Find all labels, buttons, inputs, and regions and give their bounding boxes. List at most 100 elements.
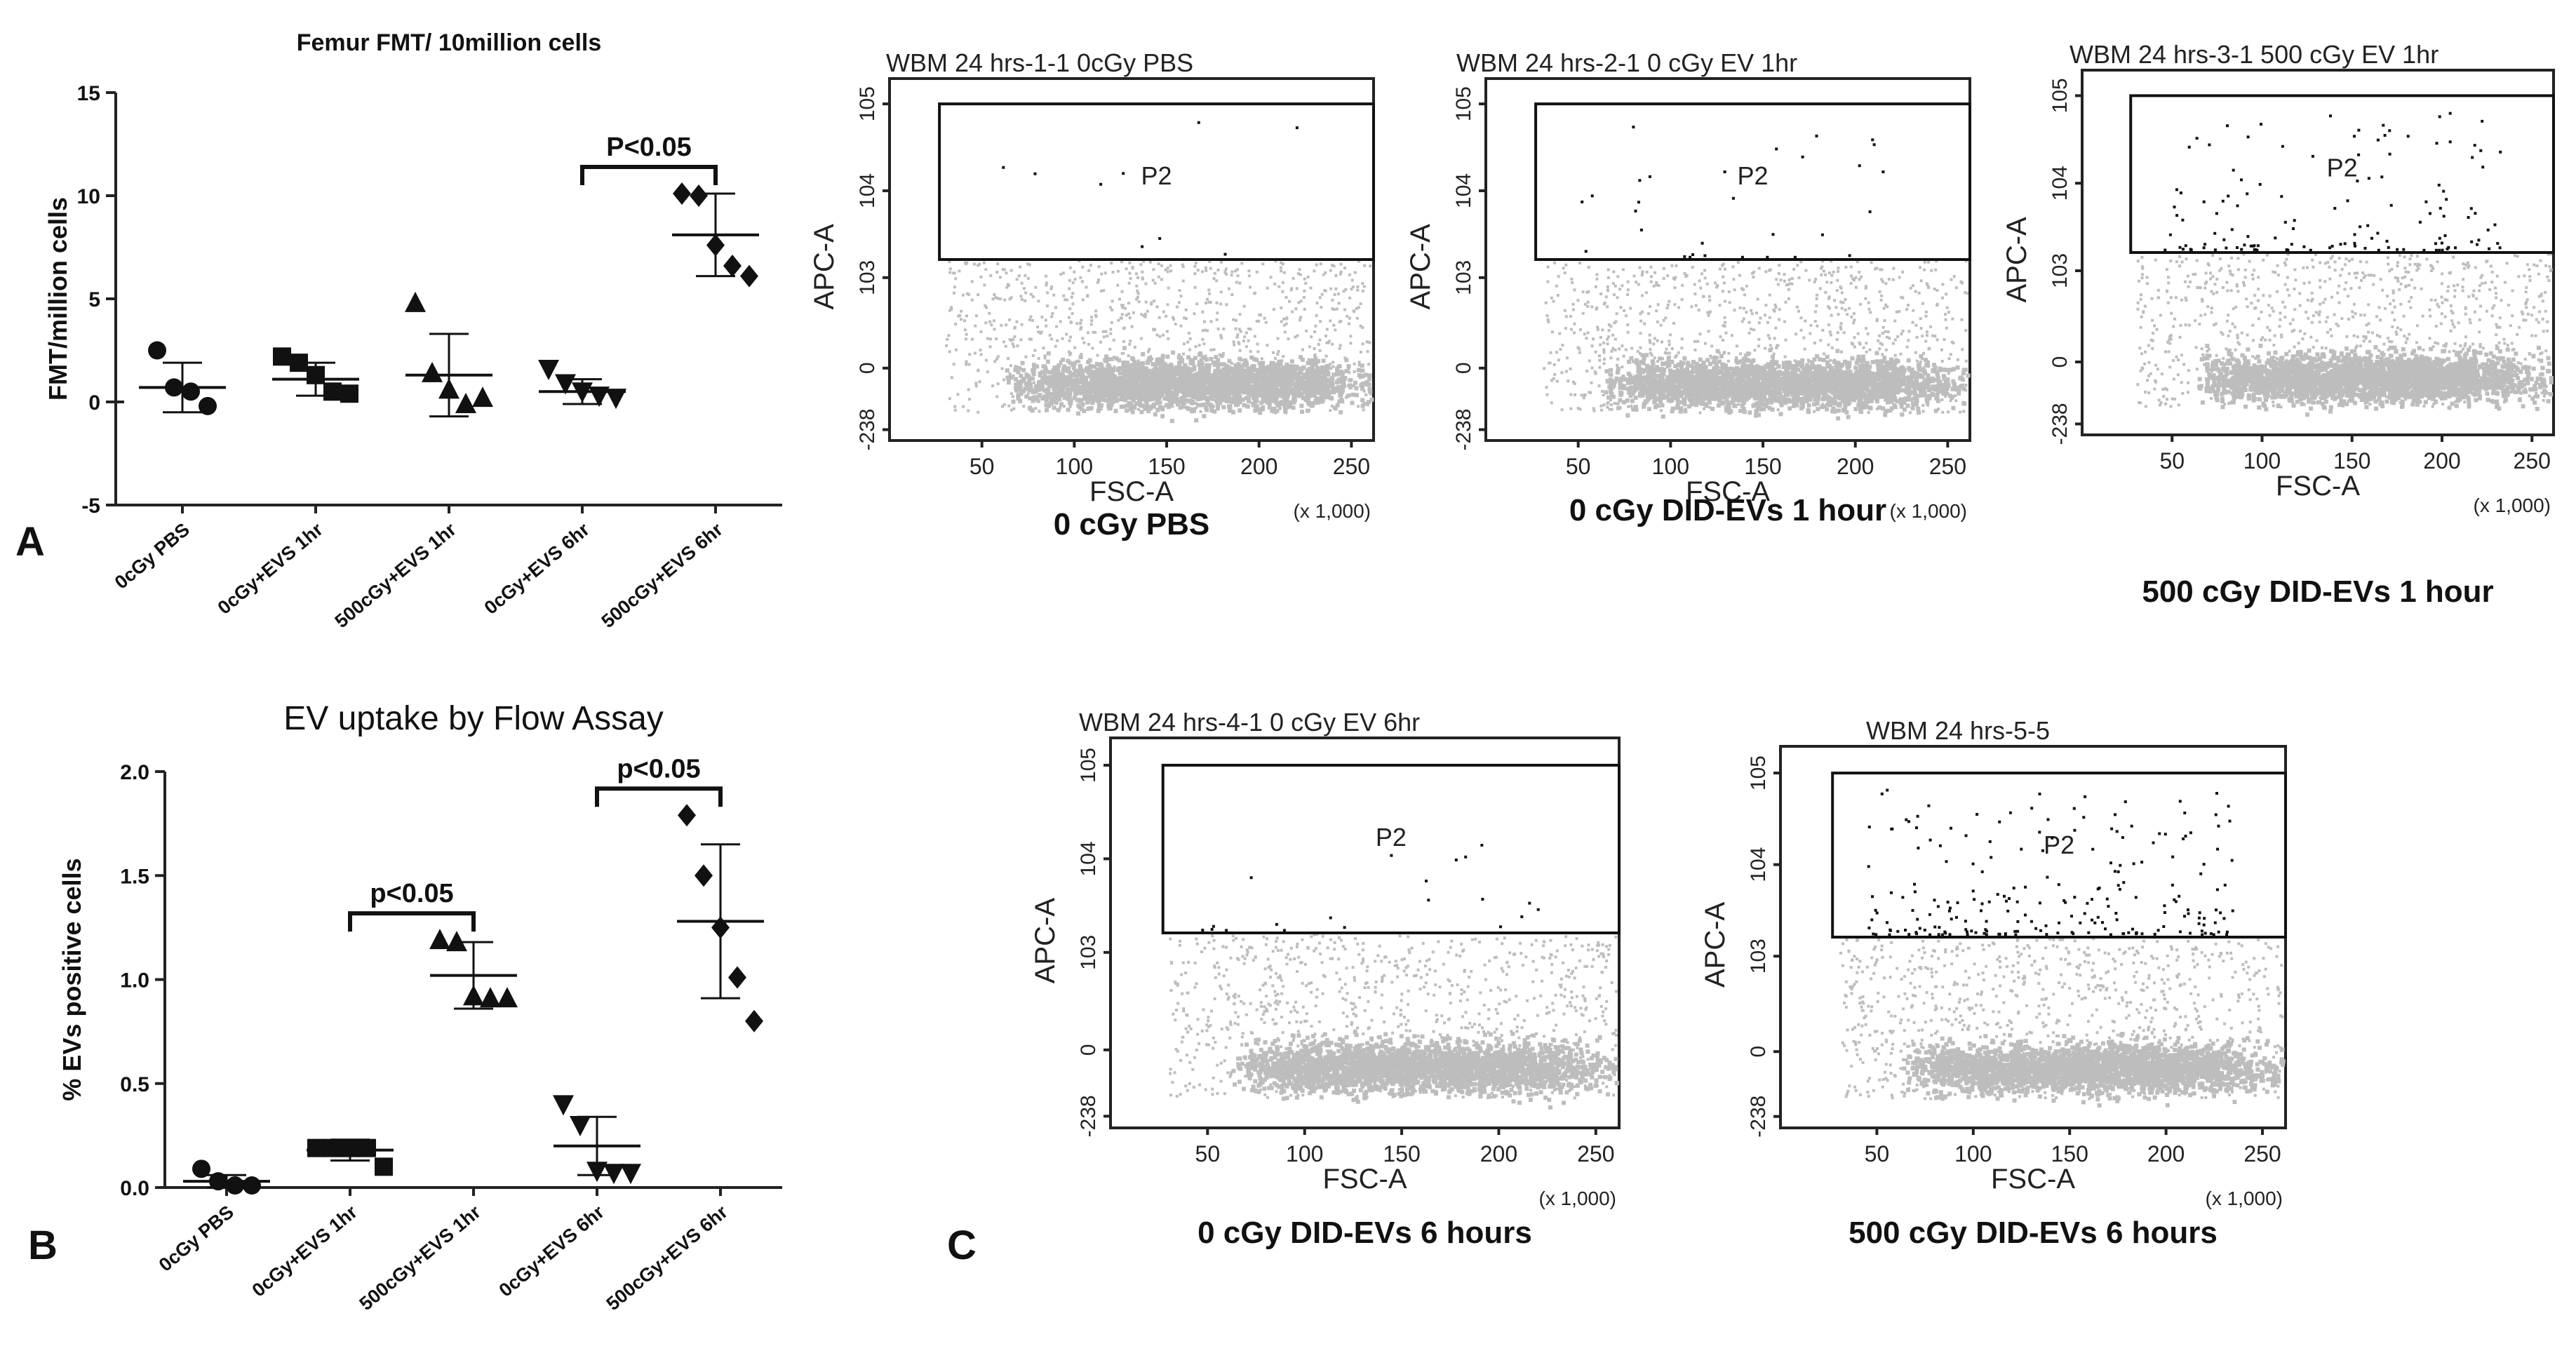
- data-point: [673, 182, 691, 206]
- panel-label-a: A: [15, 519, 45, 565]
- x-axis-label: FSC-A: [1323, 1164, 1407, 1195]
- data-point: [497, 987, 518, 1008]
- flow-caption: 500 cGy DID-EVs 1 hour: [2142, 574, 2493, 609]
- y-tick-label: 1.5: [120, 865, 149, 888]
- event-dots: [1169, 933, 1620, 1110]
- data-point: [480, 987, 501, 1008]
- y-tick-label: 5: [88, 288, 100, 311]
- x-axis-label: FSC-A: [1686, 476, 1770, 507]
- x-tick-label: 50: [1865, 1141, 1890, 1166]
- data-point: [192, 1159, 210, 1178]
- y-tick-label: 0: [1077, 1044, 1100, 1056]
- data-point: [358, 1138, 376, 1157]
- x-tick-label: 50: [2159, 448, 2185, 473]
- x-tick-label: 150: [1148, 454, 1185, 479]
- y-tick-label: 104: [1077, 841, 1100, 876]
- flow-cytometry-plots: WBM 24 hrs-1-1 0cGy PBS P2 50 100 150 200 250 -…: [809, 40, 2556, 1250]
- data-point: [226, 1176, 244, 1195]
- y-tick-label: 0: [1747, 1046, 1770, 1058]
- y-tick-label: 15: [77, 82, 100, 105]
- y-tick-label: -238: [2048, 403, 2072, 445]
- data-point: [455, 392, 476, 413]
- chart-title: Femur FMT/ 10million cells: [297, 29, 602, 56]
- data-point: [690, 184, 708, 207]
- flow-plot-flow-5: WBM 24 hrs-5-5 P2 50 100 150 200 250 -238 0 103 10…: [1700, 716, 2287, 1250]
- x-tick-label: 100: [1286, 1141, 1323, 1166]
- data-point: [745, 1009, 763, 1033]
- flow-caption: 0 cGy DID-EVs 6 hours: [1198, 1216, 1532, 1250]
- event-cloud: [1169, 933, 1620, 1110]
- y-tick-label: -238: [1452, 408, 1475, 450]
- y-axis-label: APC-A: [1030, 898, 1061, 984]
- x-tick-label: 200: [2423, 448, 2460, 473]
- data-point: [340, 384, 358, 403]
- event-cloud: [945, 260, 1374, 424]
- y-tick-label: 103: [1452, 260, 1475, 295]
- y-tick-label: -238: [1077, 1095, 1100, 1137]
- gate-p2: [1161, 763, 1621, 935]
- x-tick-label: 50: [1195, 1141, 1221, 1166]
- x-tick-label: 150: [1744, 454, 1781, 479]
- data-point: [620, 1164, 641, 1185]
- y-tick-label: 104: [1747, 847, 1770, 882]
- significance-bracket: [595, 786, 723, 807]
- gate-label: P2: [1376, 823, 1407, 852]
- x-tick-label: 200: [1240, 454, 1277, 479]
- data-point: [429, 929, 450, 950]
- flow-title: WBM 24 hrs-2-1 0 cGy EV 1hr: [1456, 48, 1797, 77]
- data-point: [472, 386, 493, 408]
- data-point: [723, 254, 742, 277]
- y-tick-label: 0: [856, 362, 879, 374]
- y-tick-label: 0.0: [120, 1177, 149, 1200]
- y-tick-label: 10: [77, 185, 100, 208]
- data-point: [605, 389, 626, 410]
- data-point: [678, 804, 696, 827]
- data-point: [199, 396, 217, 415]
- x-axis-unit: (x 1,000): [2206, 1188, 2283, 1209]
- gate-label: P2: [1141, 161, 1172, 190]
- data-point: [695, 864, 713, 887]
- flow-title: WBM 24 hrs-3-1 500 cGy EV 1hr: [2069, 40, 2439, 69]
- data-point: [375, 1157, 393, 1176]
- x-tick-label: 250: [2514, 448, 2551, 473]
- data-point: [243, 1176, 261, 1195]
- y-tick-label: 104: [856, 173, 879, 208]
- x-axis-label: FSC-A: [1089, 476, 1174, 507]
- y-tick-label: 105: [1077, 748, 1100, 783]
- x-axis-unit: (x 1,000): [1539, 1188, 1617, 1209]
- data-point: [405, 291, 426, 312]
- y-tick-label: 103: [2048, 253, 2072, 288]
- x-axis-unit: (x 1,000): [1890, 500, 1968, 522]
- x-axis-label: FSC-A: [1991, 1164, 2075, 1195]
- gate-label: P2: [2327, 153, 2358, 182]
- y-axis-label: APC-A: [1700, 901, 1731, 988]
- x-tick-label: 200: [1837, 454, 1874, 479]
- x-tick-label: 250: [1577, 1141, 1614, 1166]
- y-axis-label: APC-A: [2001, 217, 2032, 303]
- x-tick-label: 100: [1954, 1141, 1992, 1166]
- event-cloud: [1543, 260, 1971, 421]
- y-axis-label: APC-A: [809, 224, 840, 310]
- event-dots: [2136, 253, 2554, 417]
- flow-caption: 0 cGy PBS: [1054, 507, 1210, 542]
- data-point: [273, 347, 291, 366]
- data-point: [148, 341, 166, 360]
- significance-bracket: [348, 911, 476, 932]
- gate-p2: [2129, 94, 2556, 254]
- event-cloud: [1839, 937, 2286, 1108]
- x-tick-label: 100: [1652, 454, 1689, 479]
- x-tick-label: 150: [2333, 448, 2370, 473]
- x-tick-label: 150: [2051, 1141, 2088, 1166]
- flow-caption: 0 cGy DID-EVs 1 hour: [1569, 493, 1886, 527]
- significance-label: p<0.05: [370, 879, 453, 908]
- x-axis-label: FSC-A: [2276, 471, 2360, 502]
- flow-plot-flow-2: WBM 24 hrs-2-1 0 cGy EV 1hr P2 50 100 150 200…: [1405, 48, 1972, 527]
- flow-title: WBM 24 hrs-5-5: [1866, 716, 2050, 745]
- data-point: [324, 1138, 342, 1157]
- y-axis-label: APC-A: [1405, 224, 1436, 310]
- x-tick-label: 200: [1480, 1141, 1517, 1166]
- event-dots: [945, 260, 1374, 424]
- data-point: [422, 361, 443, 382]
